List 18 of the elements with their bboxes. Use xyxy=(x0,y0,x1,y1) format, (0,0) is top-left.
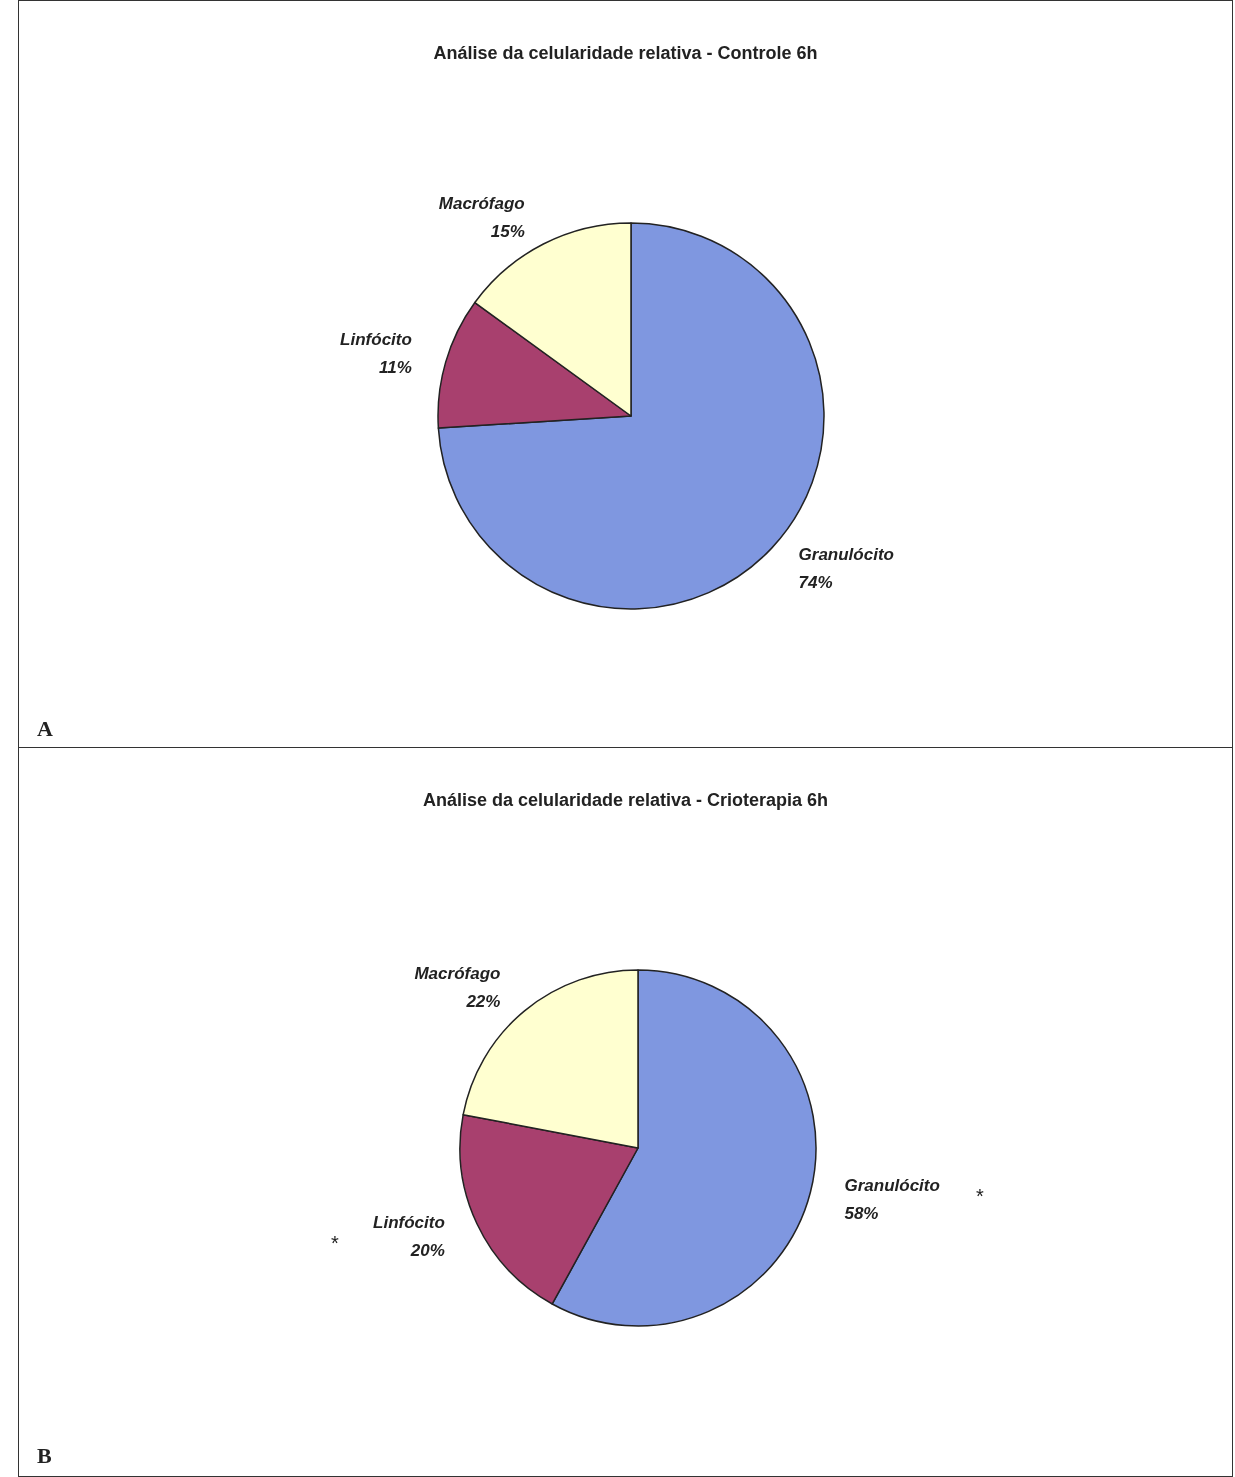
slice-label: Linfócito xyxy=(373,1213,445,1233)
chart-title: Análise da celularidade relativa - Controle 6h xyxy=(433,43,818,63)
text: B xyxy=(37,1442,52,1468)
slice-label: Macrófago xyxy=(414,964,501,984)
slice-label: Granulócito xyxy=(844,1176,940,1196)
data-label: 22% xyxy=(465,992,501,1012)
data-label: 15% xyxy=(490,221,525,241)
text: A xyxy=(37,715,53,741)
data-label: 74% xyxy=(798,573,833,593)
data-label: 20% xyxy=(409,1241,445,1261)
slice-label: Macrófago xyxy=(438,193,525,213)
data-label: 58% xyxy=(844,1204,879,1224)
slice-label: Linfócito xyxy=(340,330,412,350)
slice-label: Granulócito xyxy=(798,545,894,565)
text: * xyxy=(331,1232,339,1254)
chart-title: Análise da celularidade relativa - Crioterapia 6h xyxy=(422,790,829,810)
data-label: 11% xyxy=(379,358,412,378)
text: * xyxy=(976,1185,984,1207)
